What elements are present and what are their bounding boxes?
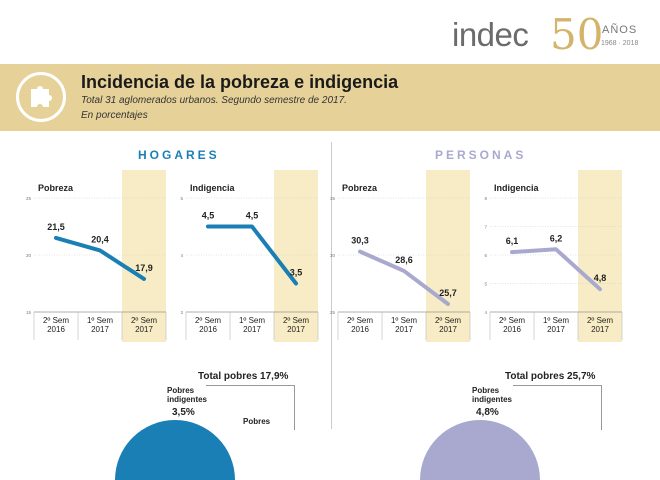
highlight-column [426, 170, 470, 342]
pobres-indigentes-label-hogares: Pobres indigentes [167, 386, 210, 404]
y-tick-label: 25 [330, 310, 336, 315]
chart-title: Pobreza [38, 183, 74, 193]
y-tick-label: 25 [26, 196, 32, 201]
data-label: 3,5 [290, 268, 303, 278]
y-tick-label: 5 [180, 196, 183, 201]
y-tick-label: 20 [26, 253, 32, 258]
x-tick-label: 2º Sem 2016 [195, 316, 221, 334]
bracket-hogares [206, 385, 295, 430]
page-title: Incidencia de la pobreza e indigencia [81, 72, 399, 92]
chart-title: Indigencia [190, 183, 236, 193]
chart-title: Indigencia [494, 183, 540, 193]
y-tick-label: 3 [180, 310, 183, 315]
x-tick-label: 2º Sem 2017 [435, 316, 461, 334]
total-pobres-personas: Total pobres 25,7% [505, 371, 596, 382]
chart-title: Pobreza [342, 183, 378, 193]
series-line [358, 249, 450, 307]
data-label: 4,5 [246, 211, 259, 221]
x-tick-label: 1º Sem 2017 [543, 316, 569, 334]
y-tick-label: 4 [180, 253, 183, 258]
data-label: 21,5 [47, 222, 65, 232]
x-tick-label: 1º Sem 2017 [87, 316, 113, 334]
y-tick-label: 6 [484, 253, 487, 258]
chart-hogares-indigencia: Indigencia 3 4 5 2º Sem 2016 1º Sem 2017 2º Sem 2… [180, 170, 330, 345]
x-tick-label: 2º Sem 2016 [43, 316, 69, 334]
data-label: 6,1 [506, 236, 519, 246]
y-tick-label: 7 [484, 225, 487, 230]
data-label: 4,8 [594, 273, 607, 283]
chart-svg: Pobreza 25 30 35 2º Sem 2016 1º Sem 2017 2º Sem 2… [330, 170, 471, 342]
y-tick-label: 5 [484, 282, 487, 287]
x-tick-label: 2º Sem 2017 [587, 316, 613, 334]
y-tick-label: 35 [330, 196, 336, 201]
y-tick-label: 8 [484, 196, 487, 201]
data-label: 28,6 [395, 255, 413, 265]
data-label: 4,5 [202, 211, 215, 221]
indigentes-value-personas: 4,8% [476, 407, 499, 418]
header-banner: Incidencia de la pobreza e indigencia To… [0, 64, 660, 131]
logo-text: indec [452, 16, 529, 53]
page-subtitle: Total 31 aglomerados urbanos. Segundo se… [81, 95, 347, 106]
series-line [54, 235, 146, 281]
series-line [510, 247, 602, 292]
data-label: 30,3 [351, 236, 369, 246]
logo-years: 1968 · 2018 [601, 40, 639, 47]
data-label: 17,9 [135, 263, 153, 273]
x-tick-label: 1º Sem 2017 [239, 316, 265, 334]
chart-personas-pobreza: Pobreza 25 30 35 2º Sem 2016 1º Sem 2017 2º Sem 2… [330, 170, 482, 345]
highlight-column [122, 170, 166, 342]
y-tick-label: 15 [26, 310, 32, 315]
chart-svg: Pobreza 15 20 25 2º Sem 2016 1º Sem 2017 2º Sem 2… [26, 170, 167, 342]
data-label: 6,2 [550, 233, 563, 243]
data-label: 25,7 [439, 288, 457, 298]
chart-svg: Indigencia 4 5 6 7 8 2º Sem 2016 1º Sem 2017 2º Se… [484, 170, 623, 342]
y-tick-label: 30 [330, 253, 336, 258]
section-title-hogares: HOGARES [138, 148, 220, 162]
pobres-indigentes-label-personas: Pobres indigentes [472, 386, 515, 404]
x-tick-label: 2º Sem 2016 [499, 316, 525, 334]
puzzle-piece-icon [16, 72, 66, 122]
logo-fifty: 50 [550, 10, 604, 59]
chart-hogares-pobreza: Pobreza 15 20 25 2º Sem 2016 1º Sem 2017 2º Sem 2… [26, 170, 178, 345]
x-tick-label: 2º Sem 2016 [347, 316, 373, 334]
indigentes-value-hogares: 3,5% [172, 407, 195, 418]
indigentes-word: indigentes [167, 395, 208, 404]
x-tick-label: 2º Sem 2017 [131, 316, 157, 334]
highlight-column [274, 170, 318, 342]
chart-svg: Indigencia 3 4 5 2º Sem 2016 1º Sem 2017 2º Sem 2… [180, 170, 319, 342]
chart-personas-indigencia: Indigencia 4 5 6 7 8 2º Sem 2016 1º Sem 2017 2º Se… [484, 170, 634, 345]
section-title-personas: PERSONAS [435, 148, 527, 162]
pobres-label-hogares: Pobres [243, 417, 271, 426]
highlight-column [578, 170, 622, 342]
x-tick-label: 1º Sem 2017 [391, 316, 417, 334]
series-line [206, 224, 298, 286]
indigentes-word: indigentes [472, 395, 513, 404]
bracket-personas [513, 385, 602, 430]
x-tick-label: 2º Sem 2017 [283, 316, 309, 334]
section-divider [331, 142, 332, 429]
y-tick-label: 4 [484, 310, 487, 315]
pobres-word: Pobres [167, 386, 195, 395]
page-unit: En porcentajes [81, 110, 148, 121]
data-label: 20,4 [91, 234, 109, 244]
logo-anos: AÑOS [602, 24, 638, 36]
pobres-word: Pobres [472, 386, 500, 395]
indec-logo: indec 50 AÑOS 1968 · 2018 [452, 10, 652, 59]
total-pobres-hogares: Total pobres 17,9% [198, 371, 289, 382]
